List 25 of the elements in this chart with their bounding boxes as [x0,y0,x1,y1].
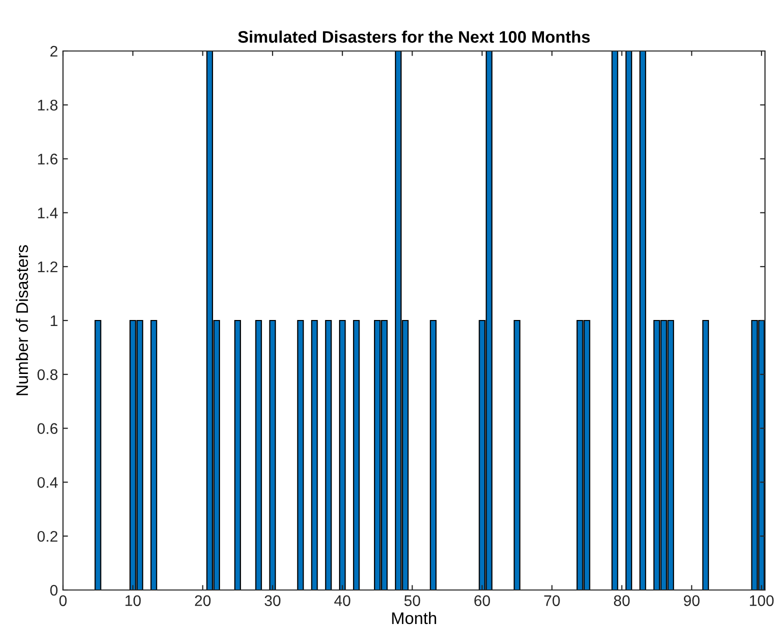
x-axis-title: Month [392,612,436,624]
x-tick-label: 90 [684,595,700,606]
y-tick-label: 2 [50,46,58,57]
y-tick-label: 0.2 [38,530,58,542]
x-tick-label: 30 [264,595,280,606]
y-tick-label: 0.4 [38,477,58,488]
x-tick-label: 100 [750,595,774,606]
x-tick-label: 60 [474,595,490,606]
y-tick-label: 0.8 [38,369,58,380]
x-tick-label: 20 [194,595,211,606]
chart-title: Simulated Disasters for the Next 100 Months [238,30,590,43]
x-tick-label: 50 [404,595,420,606]
x-tick-label: 40 [334,595,350,606]
x-tick-label: 10 [126,595,141,606]
x-tick-label: 0 [59,595,67,606]
x-tick-label: 70 [544,595,560,606]
x-tick-label: 80 [614,595,630,606]
y-tick-label: 1.6 [38,154,58,164]
y-tick-label: 0 [50,584,58,596]
y-tick-label: 1.2 [38,261,58,272]
y-tick-label: 0.6 [38,423,58,434]
y-tick-label: 1 [50,316,58,326]
y-tick-label: 1.4 [38,208,58,218]
y-tick-label: 1.8 [38,100,58,111]
y-axis-title: Number of Disasters [16,245,28,396]
